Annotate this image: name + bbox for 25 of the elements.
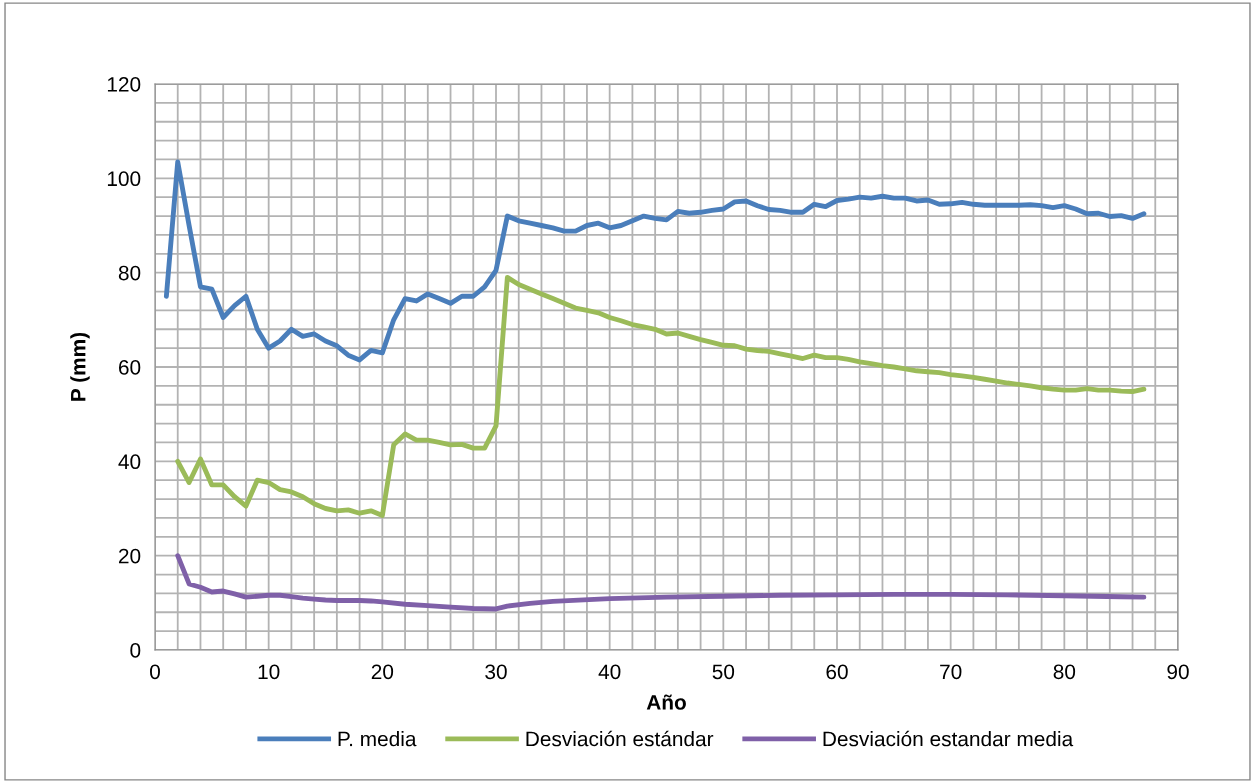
- x-tick-label: 50: [712, 664, 735, 680]
- line-series: [163, 159, 1147, 363]
- x-tick-label: 0: [150, 664, 160, 680]
- x-tick-label: 20: [371, 664, 394, 680]
- x-tick-label: 90: [1167, 664, 1189, 680]
- line-series: [175, 553, 1147, 612]
- x-tick-label: 80: [1053, 664, 1076, 680]
- x-axis-title: Año: [646, 694, 686, 710]
- x-tick-label: 30: [485, 664, 507, 680]
- y-tick-label: 60: [119, 360, 141, 375]
- y-tick-label: 80: [118, 265, 141, 281]
- legend-label: P. media: [338, 731, 417, 747]
- x-tick-label: 10: [258, 664, 280, 680]
- y-tick-label: 0: [130, 643, 141, 658]
- y-tick-label: 40: [118, 454, 141, 470]
- x-tick-label: 70: [940, 664, 962, 680]
- legend-label: Desviación estandar media: [823, 730, 1074, 747]
- y-axis-title: P (mm): [70, 332, 90, 401]
- x-tick-label: 40: [598, 664, 621, 680]
- y-tick-label: 20: [118, 548, 141, 564]
- x-tick-label: 60: [826, 664, 848, 680]
- y-tick-label: 120: [107, 77, 141, 92]
- legend-label: Desviación estándar: [526, 730, 714, 747]
- y-tick-label: 100: [107, 171, 141, 187]
- line-series: [175, 274, 1147, 518]
